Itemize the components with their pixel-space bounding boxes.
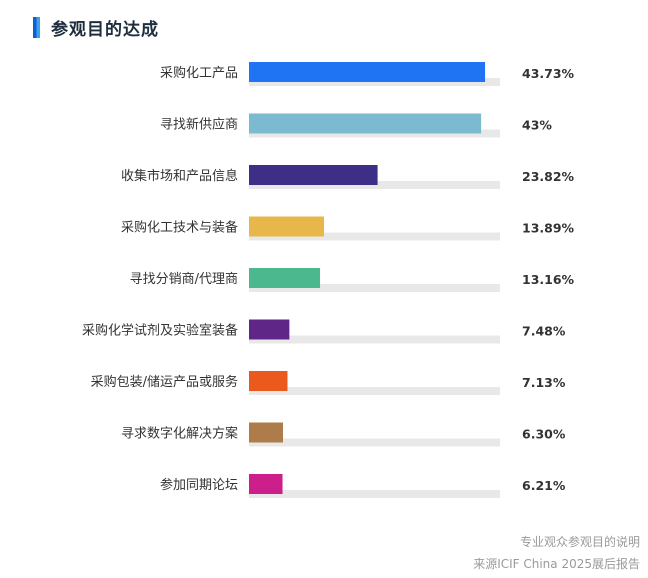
bar-track	[249, 387, 500, 395]
value-label: 43.73%	[522, 66, 575, 81]
bar-track	[249, 438, 500, 447]
bar	[249, 165, 378, 185]
category-label: 参加同期论坛	[160, 477, 238, 493]
value-label: 6.21%	[522, 478, 566, 493]
page-title: 参观目的达成	[51, 19, 159, 40]
bar	[249, 319, 290, 340]
value-label: 6.30%	[522, 427, 566, 442]
value-label: 13.89%	[522, 221, 575, 236]
value-label: 43%	[522, 118, 552, 133]
bar-track	[249, 490, 500, 498]
bar-chart: 采购化工产品 43.73% 寻找新供应商 43% 收集市场和产品信息 23.82% 采购化工…	[82, 62, 575, 498]
value-label: 7.13%	[522, 375, 566, 390]
value-label: 7.48%	[522, 324, 566, 339]
value-label: 23.82%	[522, 169, 575, 184]
bar	[249, 216, 324, 237]
bar-track	[249, 335, 500, 344]
value-label: 13.16%	[522, 272, 575, 287]
category-label: 寻找新供应商	[160, 117, 238, 133]
footer-caption: 专业观众参观目的说明	[519, 535, 640, 549]
category-label: 采购化学试剂及实验室装备	[82, 323, 238, 339]
footer-source: 来源ICIF China 2025展后报告	[473, 557, 640, 571]
bar-track	[249, 284, 500, 292]
bar	[249, 371, 288, 391]
bar-track	[249, 232, 500, 241]
bar	[249, 422, 284, 443]
title-accent-bar	[33, 16, 40, 38]
category-label: 采购包装/储运产品或服务	[91, 374, 238, 390]
category-label: 收集市场和产品信息	[121, 168, 238, 184]
category-label: 寻找分销商/代理商	[130, 272, 238, 287]
bar	[249, 474, 283, 494]
bar	[249, 268, 321, 288]
bar	[249, 113, 482, 134]
category-label: 寻求数字化解决方案	[121, 426, 238, 442]
title-block: 参观目的达成	[33, 16, 159, 40]
category-label: 采购化工产品	[160, 65, 238, 81]
category-label: 采购化工技术与装备	[121, 220, 238, 236]
bar	[249, 62, 486, 82]
